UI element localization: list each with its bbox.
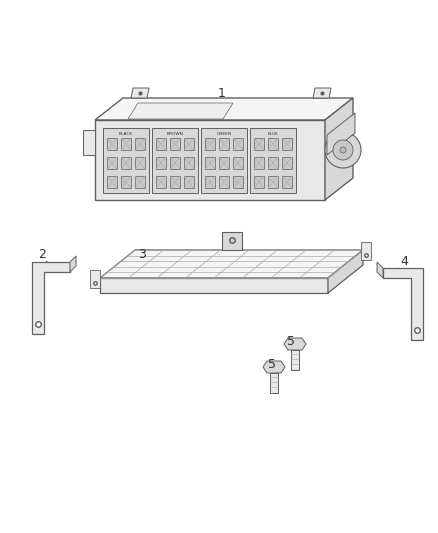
Polygon shape	[184, 138, 194, 150]
Polygon shape	[233, 157, 243, 169]
Polygon shape	[184, 176, 194, 188]
Text: 5: 5	[268, 358, 276, 371]
Polygon shape	[121, 138, 131, 150]
Polygon shape	[254, 176, 264, 188]
Text: BLUE: BLUE	[268, 132, 279, 136]
Polygon shape	[250, 128, 296, 193]
Polygon shape	[121, 157, 131, 169]
Polygon shape	[263, 361, 285, 373]
Circle shape	[325, 132, 361, 168]
Polygon shape	[219, 157, 229, 169]
Polygon shape	[328, 250, 363, 293]
Polygon shape	[131, 88, 149, 98]
Text: 3: 3	[138, 248, 146, 261]
Polygon shape	[107, 138, 117, 150]
Polygon shape	[377, 262, 383, 278]
Text: 5: 5	[287, 335, 295, 348]
Polygon shape	[156, 176, 166, 188]
Polygon shape	[268, 138, 278, 150]
Polygon shape	[95, 120, 325, 200]
Polygon shape	[205, 138, 215, 150]
Polygon shape	[83, 130, 95, 155]
Polygon shape	[254, 138, 264, 150]
Polygon shape	[70, 256, 76, 272]
Polygon shape	[152, 128, 198, 193]
Polygon shape	[135, 138, 145, 150]
Polygon shape	[291, 350, 299, 370]
Polygon shape	[254, 157, 264, 169]
Polygon shape	[90, 270, 100, 288]
Polygon shape	[95, 98, 353, 120]
Polygon shape	[219, 176, 229, 188]
Polygon shape	[156, 138, 166, 150]
Text: 1: 1	[218, 87, 226, 100]
Polygon shape	[270, 373, 278, 393]
Polygon shape	[233, 176, 243, 188]
Polygon shape	[219, 138, 229, 150]
Polygon shape	[268, 157, 278, 169]
Polygon shape	[103, 128, 149, 193]
Polygon shape	[233, 138, 243, 150]
Polygon shape	[32, 262, 70, 334]
Polygon shape	[135, 176, 145, 188]
Text: 4: 4	[400, 255, 408, 268]
Polygon shape	[205, 176, 215, 188]
Polygon shape	[107, 157, 117, 169]
Polygon shape	[128, 103, 233, 119]
Text: GREEN: GREEN	[216, 132, 232, 136]
Polygon shape	[170, 176, 180, 188]
Polygon shape	[170, 138, 180, 150]
Polygon shape	[268, 176, 278, 188]
Polygon shape	[121, 176, 131, 188]
Polygon shape	[361, 242, 371, 260]
Polygon shape	[284, 338, 306, 350]
Polygon shape	[205, 157, 215, 169]
Text: 2: 2	[38, 248, 46, 261]
Polygon shape	[325, 98, 353, 200]
Circle shape	[333, 140, 353, 160]
Polygon shape	[282, 176, 292, 188]
Polygon shape	[100, 278, 328, 293]
Polygon shape	[383, 268, 423, 340]
Polygon shape	[222, 232, 241, 250]
Text: BROWN: BROWN	[166, 132, 184, 136]
Polygon shape	[327, 113, 355, 155]
Polygon shape	[107, 176, 117, 188]
Polygon shape	[170, 157, 180, 169]
Polygon shape	[135, 157, 145, 169]
Circle shape	[340, 147, 346, 153]
Polygon shape	[156, 157, 166, 169]
Text: BLACK: BLACK	[119, 132, 133, 136]
Polygon shape	[201, 128, 247, 193]
Polygon shape	[100, 250, 363, 278]
Polygon shape	[313, 88, 331, 98]
Polygon shape	[184, 157, 194, 169]
Polygon shape	[282, 138, 292, 150]
Polygon shape	[282, 157, 292, 169]
